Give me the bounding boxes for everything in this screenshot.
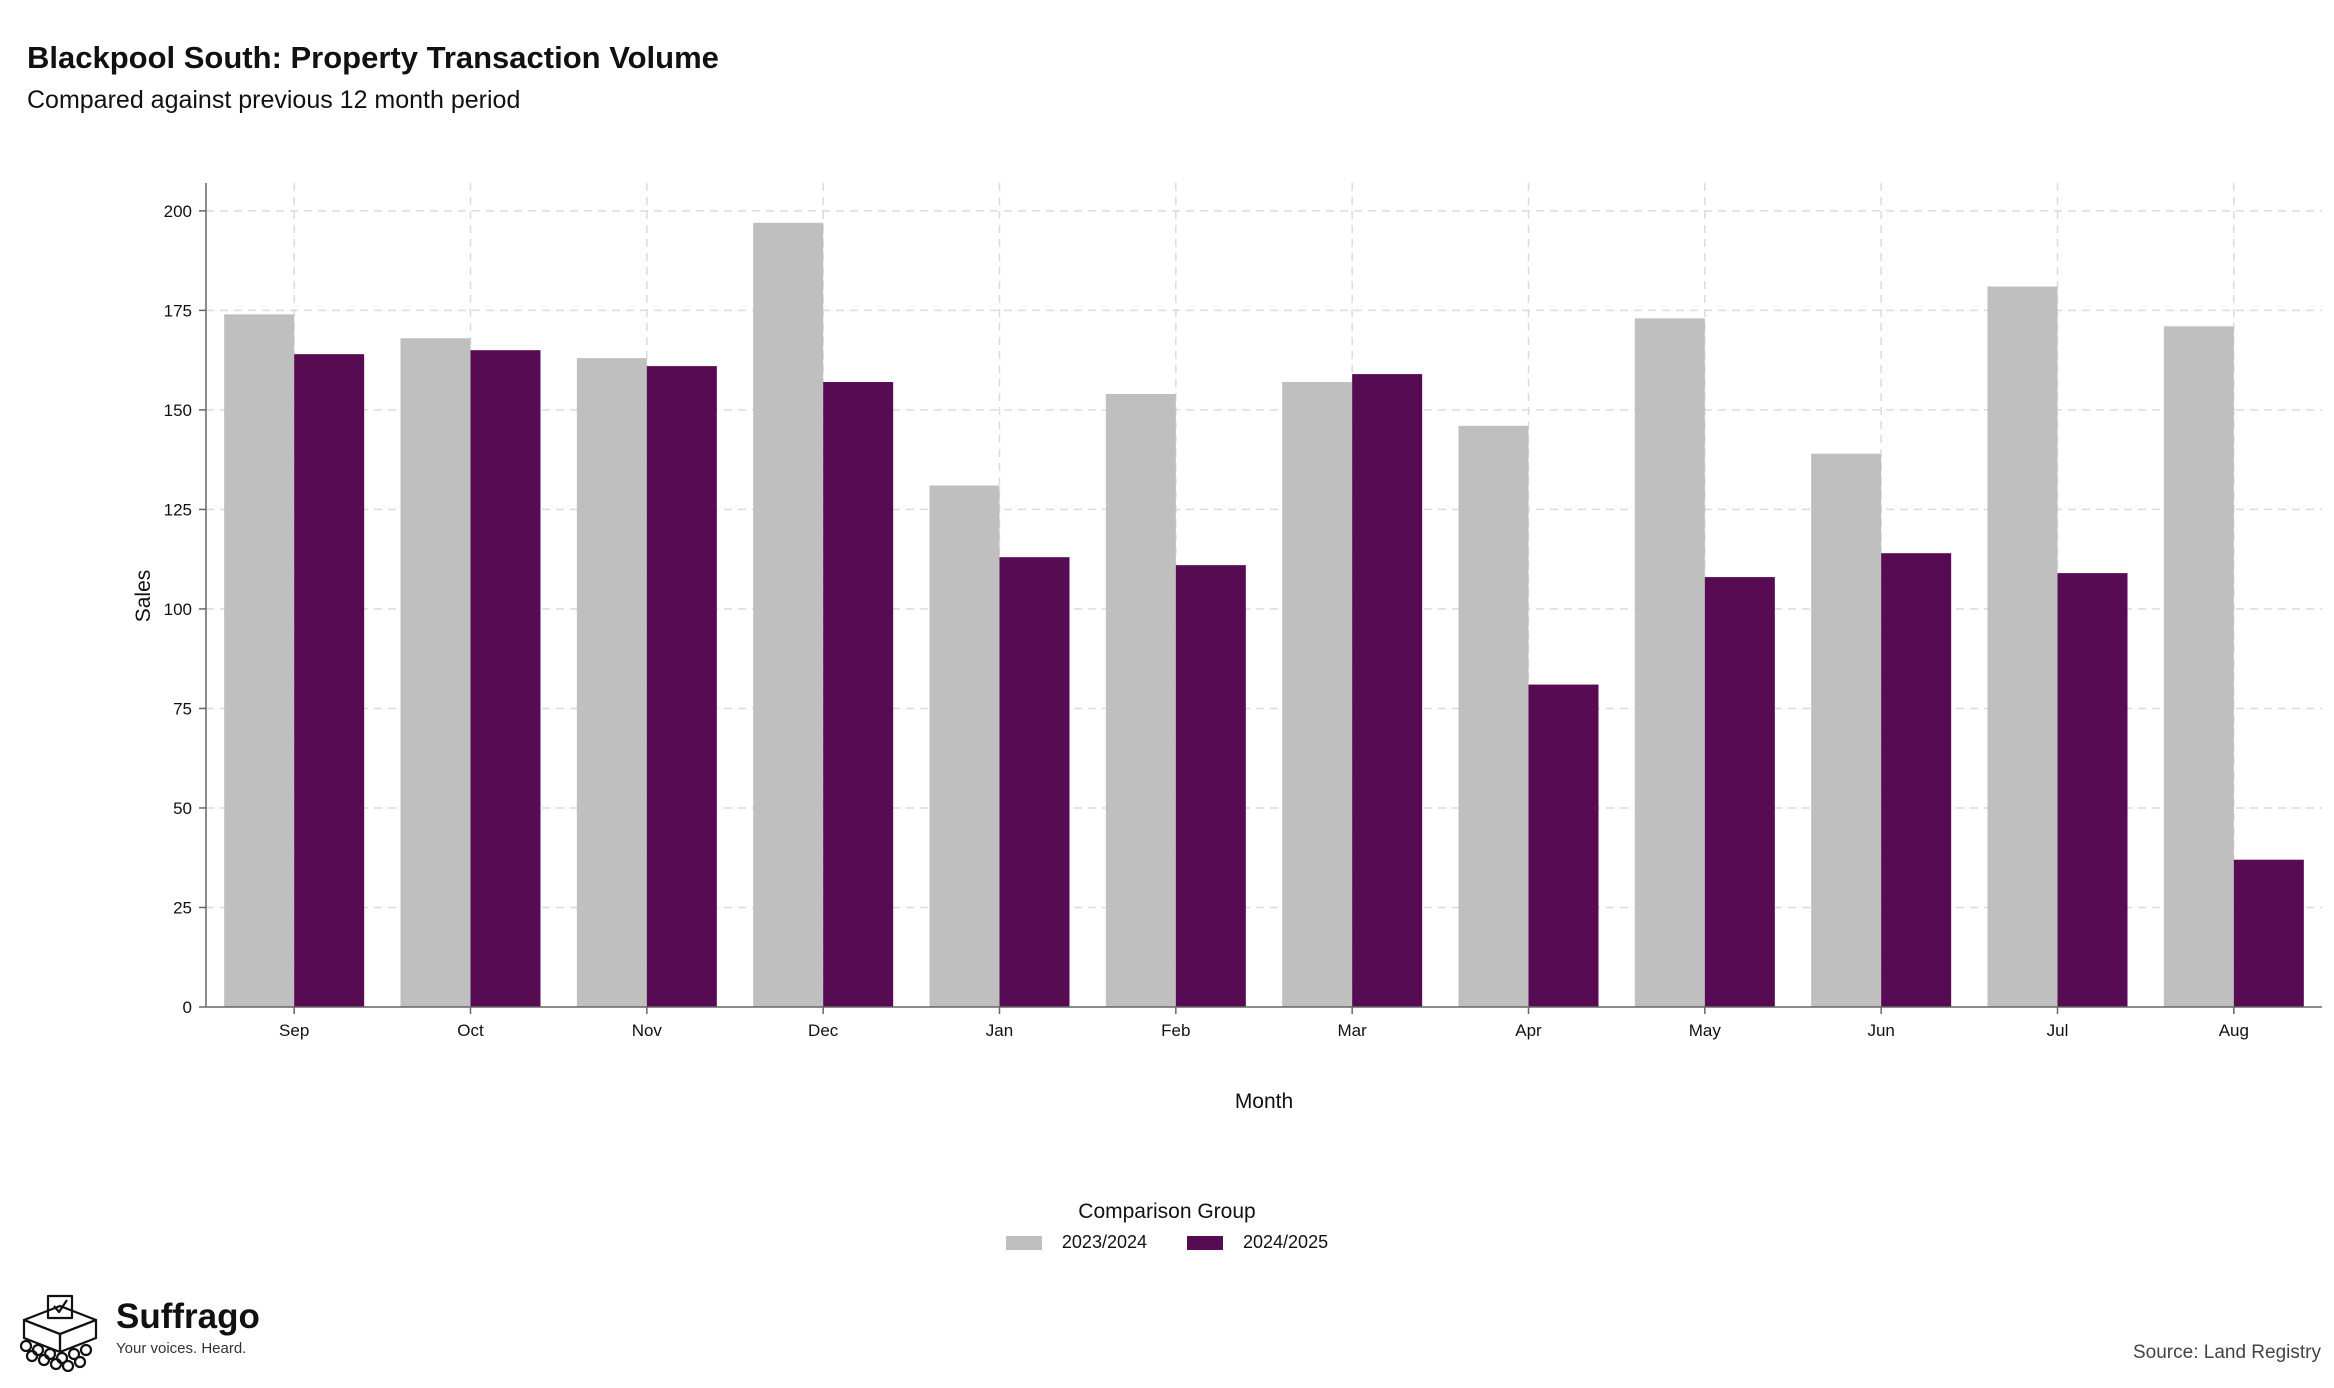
legend: Comparison Group 2023/2024 2024/2025	[0, 1200, 2334, 1253]
x-tick-label: Sep	[279, 1021, 309, 1040]
x-tick-labels: Sep Oct Nov Dec Jan Feb Mar Apr May Jun Jul Aug	[279, 1007, 2249, 1040]
y-tick-labels: 0 25 50 75 100 125 150 175 200	[164, 202, 206, 1017]
bar-jun-2024-2025	[1881, 553, 1952, 1007]
legend-label: 2024/2025	[1243, 1232, 1329, 1252]
bar-apr-2024-2025	[1528, 684, 1599, 1007]
bar-nov-2024-2025	[646, 366, 717, 1008]
bar-nov-2023-2024	[576, 358, 647, 1007]
bar-jan-2024-2025	[999, 557, 1070, 1007]
bar-aug-2023-2024	[2163, 326, 2234, 1008]
legend-title: Comparison Group	[1078, 1200, 1256, 1223]
bar-jul-2024-2025	[2057, 573, 2128, 1007]
x-tick-label: Mar	[1338, 1021, 1368, 1040]
legend-swatch	[1005, 1235, 1042, 1250]
source-note: Source: Land Registry	[2133, 1342, 2321, 1363]
x-tick-label: May	[1689, 1021, 1722, 1040]
bar-jan-2023-2024	[929, 485, 1000, 1008]
bar-mar-2023-2024	[1282, 382, 1353, 1007]
x-tick-label: Nov	[632, 1021, 663, 1040]
bars	[224, 222, 2304, 1008]
ballot-box-icon	[19, 1294, 98, 1372]
y-tick-label: 200	[164, 202, 192, 221]
bar-feb-2024-2025	[1175, 565, 1246, 1007]
legend-item-2023-2024: 2023/2024	[1005, 1232, 1147, 1253]
bar-dec-2024-2025	[823, 382, 894, 1007]
legend-label: 2023/2024	[1061, 1232, 1147, 1252]
bar-may-2023-2024	[1634, 318, 1705, 1007]
legend-swatch	[1187, 1235, 1223, 1250]
y-tick-label: 75	[173, 699, 192, 718]
legend-item-2024-2025: 2024/2025	[1187, 1232, 1328, 1253]
bar-apr-2023-2024	[1458, 425, 1529, 1007]
bar-dec-2023-2024	[753, 222, 824, 1007]
y-tick-label: 175	[164, 301, 192, 320]
bar-jul-2023-2024	[1987, 286, 2058, 1008]
bar-sep-2024-2025	[294, 354, 365, 1007]
y-tick-label: 125	[164, 500, 192, 519]
y-tick-label: 25	[173, 898, 192, 917]
chart-title: Blackpool South: Property Transaction Vo…	[27, 40, 719, 75]
y-tick-label: 50	[173, 799, 192, 818]
bar-sep-2023-2024	[224, 314, 295, 1007]
y-axis-title: Sales	[132, 570, 155, 623]
brand-logo: Suffrago Your voices. Heard.	[14, 1292, 260, 1372]
axes	[205, 183, 2322, 1008]
brand-tagline: Your voices. Heard.	[116, 1340, 247, 1357]
x-tick-label: Jul	[2047, 1021, 2069, 1040]
bar-oct-2024-2025	[470, 350, 541, 1007]
y-tick-label: 0	[183, 998, 192, 1017]
bar-jun-2023-2024	[1811, 453, 1882, 1007]
bar-aug-2024-2025	[2233, 859, 2304, 1007]
y-tick-label: 100	[164, 600, 192, 619]
bar-feb-2023-2024	[1105, 393, 1176, 1008]
bar-may-2024-2025	[1704, 577, 1775, 1007]
x-tick-label: Jan	[986, 1021, 1013, 1040]
x-tick-label: Apr	[1515, 1021, 1542, 1040]
x-axis-title: Month	[1235, 1090, 1293, 1113]
x-tick-label: Aug	[2219, 1021, 2249, 1040]
bar-oct-2023-2024	[400, 338, 471, 1008]
y-tick-label: 150	[164, 401, 192, 420]
bar-mar-2024-2025	[1352, 374, 1423, 1007]
brand-name: Suffrago	[116, 1297, 260, 1336]
x-tick-label: Jun	[1867, 1021, 1894, 1040]
x-tick-label: Dec	[808, 1021, 839, 1040]
x-tick-label: Feb	[1161, 1021, 1190, 1040]
chart-subtitle: Compared against previous 12 month perio…	[27, 86, 521, 114]
x-tick-label: Oct	[457, 1021, 484, 1040]
